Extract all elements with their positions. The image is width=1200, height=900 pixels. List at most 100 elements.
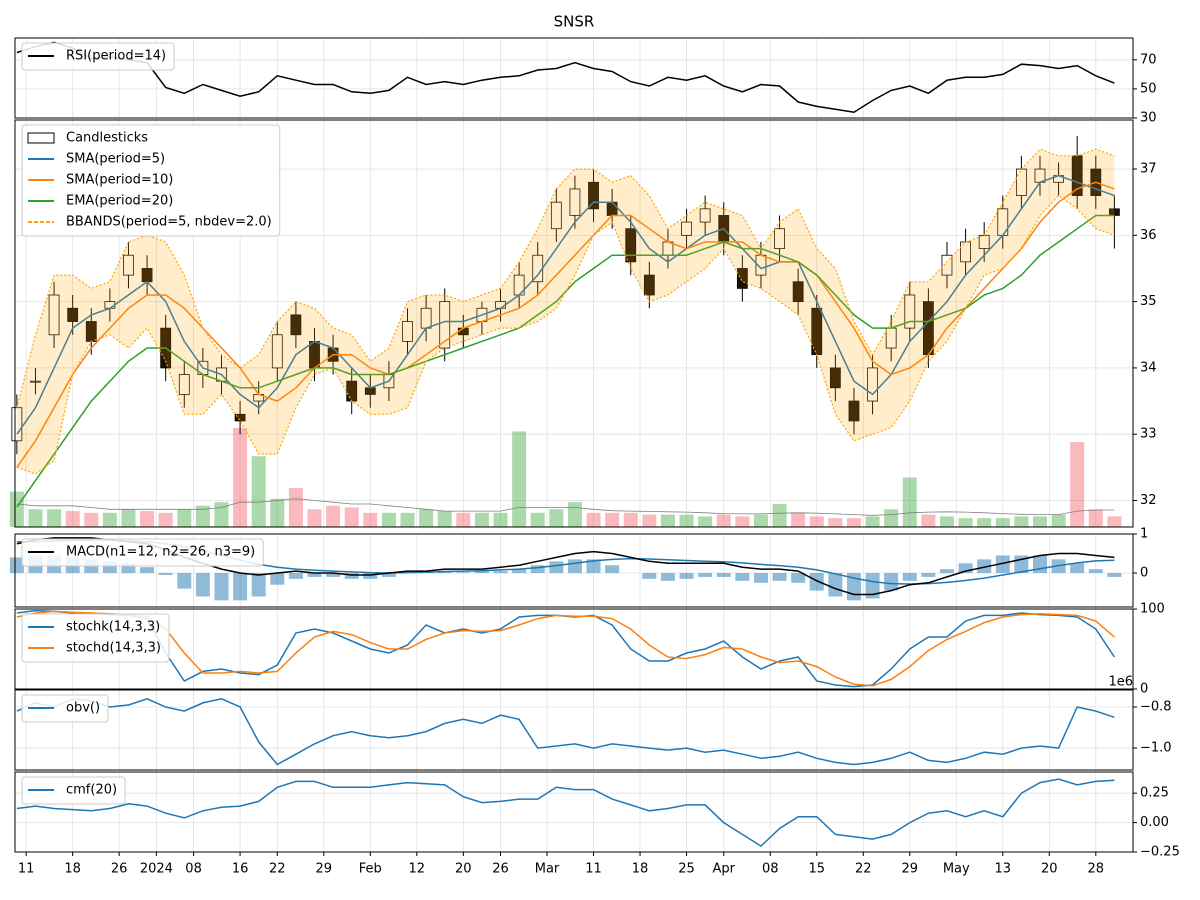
volume-bar <box>270 498 285 527</box>
x-tick-label: Mar <box>535 862 560 877</box>
volume-bar <box>977 518 992 527</box>
panel-frame <box>14 689 1134 771</box>
candle-body <box>774 228 785 249</box>
volume-bar <box>47 509 62 527</box>
histogram-bar <box>1088 569 1103 574</box>
legend: cmf(20) <box>21 776 126 805</box>
legend-label: EMA(period=20) <box>66 194 173 209</box>
legend-label: stochk(14,3,3) <box>66 620 160 635</box>
histogram-bar <box>1107 573 1122 577</box>
histogram-bar <box>977 559 992 574</box>
histogram-bar <box>865 573 880 599</box>
legend-label: RSI(period=14) <box>66 49 166 64</box>
histogram-bar <box>344 573 359 579</box>
candle-body <box>402 321 413 342</box>
candle-body <box>290 314 302 336</box>
legend-swatch <box>27 132 55 144</box>
volume-bar <box>474 512 489 527</box>
histogram-bar <box>140 567 155 574</box>
histogram-bar <box>549 561 564 574</box>
histogram-bar <box>586 559 601 574</box>
legend-label: MACD(n1=12, n2=26, n3=9) <box>66 545 255 560</box>
histogram-bar <box>772 573 787 581</box>
x-tick-label: 08 <box>762 862 779 877</box>
volume-bar <box>995 518 1010 527</box>
x-tick-label: 2024 <box>140 862 173 877</box>
histogram-bar <box>158 573 173 575</box>
x-tick-label: 13 <box>995 862 1012 877</box>
candle-body <box>234 413 246 422</box>
histogram-bar <box>288 573 303 579</box>
candle-body <box>792 281 804 303</box>
band-lower <box>16 194 1115 475</box>
histogram-bar <box>512 569 527 574</box>
volume-bar <box>456 512 471 527</box>
line-series <box>16 174 1115 435</box>
histogram-bar <box>381 573 396 577</box>
histogram-bar <box>474 571 489 574</box>
band-upper <box>16 148 1115 408</box>
volume-bar <box>1107 516 1122 527</box>
histogram-bar <box>307 573 322 577</box>
volume-bar <box>921 514 936 527</box>
legend-box <box>21 776 126 805</box>
y-tick-label: −0.8 <box>1140 700 1172 715</box>
histogram-bar <box>902 573 917 581</box>
volume-bar <box>512 431 527 527</box>
panel-frame <box>14 119 1134 528</box>
volume-bar <box>381 512 396 527</box>
candle-body <box>30 380 41 383</box>
volume-bar <box>753 514 768 527</box>
volume-bar <box>419 509 434 527</box>
volume-bar <box>586 512 601 527</box>
volume-bar <box>493 512 508 527</box>
volume-bar <box>9 491 24 527</box>
histogram-bar <box>121 563 136 574</box>
legend: stochk(14,3,3) stochd(14,3,3) <box>21 613 170 663</box>
line-series <box>16 181 1115 468</box>
y-tick-label: 1 <box>1140 527 1148 542</box>
x-tick-label: 26 <box>111 862 128 877</box>
volume-bar <box>605 512 620 527</box>
legend-box <box>21 694 109 723</box>
histogram-bar <box>791 573 806 583</box>
candle-body <box>550 201 562 230</box>
legend-box <box>21 538 264 567</box>
x-tick-label: 18 <box>632 862 649 877</box>
candle-body <box>736 268 748 289</box>
histogram-bar <box>828 573 843 597</box>
y-tick-label: 100 <box>1140 602 1165 617</box>
histogram-bar <box>809 573 824 591</box>
volume-bar <box>884 509 899 527</box>
histogram-bar <box>1070 563 1085 574</box>
candle-body <box>178 374 190 395</box>
volume-bar <box>102 512 117 527</box>
x-tick-label: 12 <box>409 862 426 877</box>
x-tick-label: 22 <box>269 862 286 877</box>
volume-bar <box>735 516 750 527</box>
volume-bar <box>698 516 713 527</box>
histogram-bar <box>177 573 192 589</box>
histogram-bar <box>1032 555 1047 574</box>
volume-bar <box>1051 514 1066 527</box>
x-tick-label: 22 <box>855 862 872 877</box>
candle-body <box>941 254 953 276</box>
y-tick-label: 0 <box>1140 682 1148 697</box>
candle-body <box>699 208 711 223</box>
y-tick-label: −0.25 <box>1140 845 1180 860</box>
volume-bar <box>363 512 378 527</box>
volume-bar <box>251 456 266 527</box>
x-tick-label: 20 <box>1041 862 1058 877</box>
histogram-bar <box>698 573 713 577</box>
y-tick-label: 36 <box>1140 228 1157 243</box>
y-tick-label: 0 <box>1140 566 1148 581</box>
histogram-bar <box>195 573 210 597</box>
legend: obv() <box>21 694 109 723</box>
volume-bar <box>84 512 99 527</box>
volume-bar <box>865 516 880 527</box>
legend: MACD(n1=12, n2=26, n3=9) <box>21 538 264 567</box>
x-tick-label: 08 <box>185 862 202 877</box>
y-tick-label: 0.25 <box>1140 786 1169 801</box>
histogram-bar <box>326 573 341 577</box>
